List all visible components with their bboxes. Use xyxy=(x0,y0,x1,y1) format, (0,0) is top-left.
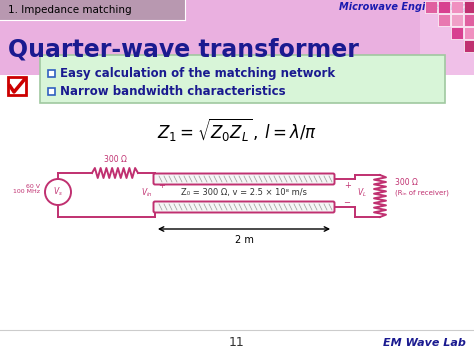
Bar xyxy=(0,0,474,75)
Text: 300 Ω: 300 Ω xyxy=(103,155,127,164)
Bar xyxy=(48,88,55,95)
Bar xyxy=(438,1,450,13)
Bar xyxy=(8,77,26,95)
Bar xyxy=(451,1,463,13)
Bar xyxy=(48,70,55,77)
Text: 300 Ω: 300 Ω xyxy=(395,178,418,187)
Text: +: + xyxy=(158,181,165,190)
Text: $-$: $-$ xyxy=(343,196,351,205)
Text: $V_L$: $V_L$ xyxy=(357,187,367,199)
Text: 60 V
100 MHz: 60 V 100 MHz xyxy=(13,184,40,195)
Text: $Z_1 = \sqrt{Z_0 Z_L}\,,\,l = \lambda/\pi$: $Z_1 = \sqrt{Z_0 Z_L}\,,\,l = \lambda/\p… xyxy=(157,116,317,143)
Bar xyxy=(451,14,463,26)
Text: Microwave Engineering: Microwave Engineering xyxy=(339,2,468,12)
Bar xyxy=(464,27,474,39)
Bar xyxy=(425,1,437,13)
Text: +: + xyxy=(344,181,351,190)
Text: 1. Impedance matching: 1. Impedance matching xyxy=(8,5,132,15)
Text: 2 m: 2 m xyxy=(235,235,254,245)
Bar xyxy=(451,27,463,39)
Text: $V_{in}$: $V_{in}$ xyxy=(141,187,153,199)
Bar xyxy=(0,0,420,75)
Text: Easy calculation of the matching network: Easy calculation of the matching network xyxy=(60,67,335,80)
FancyBboxPatch shape xyxy=(40,55,445,103)
Text: EM Wave Lab: EM Wave Lab xyxy=(383,338,466,348)
Text: Quarter-wave transformer: Quarter-wave transformer xyxy=(8,38,359,62)
Bar xyxy=(438,14,450,26)
Text: (Rᵢₙ of receiver): (Rᵢₙ of receiver) xyxy=(395,189,449,196)
Text: $-$: $-$ xyxy=(158,196,166,205)
Text: 11: 11 xyxy=(229,337,245,350)
Bar xyxy=(464,1,474,13)
FancyBboxPatch shape xyxy=(154,202,335,213)
Bar xyxy=(464,40,474,52)
Text: Narrow bandwidth characteristics: Narrow bandwidth characteristics xyxy=(60,85,286,98)
Text: Z₀ = 300 Ω, v = 2.5 × 10⁸ m/s: Z₀ = 300 Ω, v = 2.5 × 10⁸ m/s xyxy=(181,189,307,197)
Bar xyxy=(464,14,474,26)
Text: $V_s$: $V_s$ xyxy=(53,186,63,198)
FancyBboxPatch shape xyxy=(154,174,335,185)
Bar xyxy=(0,0,185,20)
